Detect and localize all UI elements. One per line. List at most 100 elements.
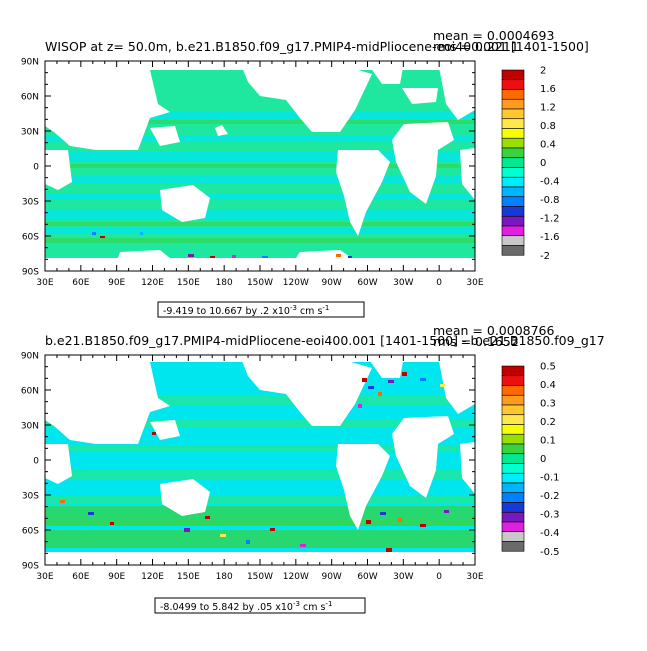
colorbar-swatch <box>501 235 525 246</box>
panel-1-lat-label: 60S <box>22 233 39 243</box>
panel-1-lat-label: 30S <box>22 198 39 208</box>
panel-2-map <box>44 354 476 566</box>
panel-2-lon-label: 60W <box>357 572 377 582</box>
panel-2-lon-labels: 30E 60E 90E 120E 150E 180 150W 120W 90W 60W 30W 0 30… <box>36 572 483 582</box>
panel-2-lon-label: 150E <box>177 572 200 582</box>
colorbar-label: -0.4 <box>540 528 560 539</box>
panel-2-lat-label: 90N <box>21 352 39 362</box>
colorbar-label: -0.4 <box>540 177 560 188</box>
colorbar-swatch <box>501 531 525 542</box>
panel-1-lon-label: 30E <box>36 278 53 288</box>
colorbar-swatch <box>501 424 525 435</box>
panel-2-lon-label: 60E <box>72 572 89 582</box>
colorbar-swatch <box>501 206 525 217</box>
colorbar-swatch <box>501 521 525 533</box>
colorbar-swatch <box>501 453 525 464</box>
panel-2: b.e21.B1850.f09_g17.PMIP4-midPliocene-eo… <box>21 323 605 614</box>
svg-text:-9.419 to 10.667 by .2 x10-3 c: -9.419 to 10.667 by .2 x10-3 cm s-1 <box>163 304 329 317</box>
panel-2-lat-label: 0 <box>33 457 39 467</box>
colorbar-label: 0.2 <box>540 417 556 428</box>
colorbar-swatch <box>501 196 525 207</box>
panel-2-rms: rms = 0.1652 <box>433 334 519 349</box>
panel-1-range-uexp: -1 <box>322 304 329 312</box>
panel-1-title: WISOP at z= 50.0m, b.e21.B1850.f09_g17.P… <box>45 39 589 54</box>
panel-2-lon-label: 90W <box>321 572 341 582</box>
colorbar-swatch <box>501 414 525 425</box>
panel-2-lon-label: 90E <box>108 572 125 582</box>
colorbar-swatch <box>501 433 525 445</box>
colorbar-swatch <box>501 472 525 484</box>
panel-2-lon-label: 120E <box>141 572 164 582</box>
colorbar-swatch <box>501 463 525 474</box>
colorbar-swatch <box>501 245 525 256</box>
panel-1-range-box: -9.419 to 10.667 by .2 x10-3 cm s-1 <box>157 301 365 318</box>
panel-1-mean: mean = 0.0004693 <box>433 28 554 43</box>
panel-1-lon-label: 90E <box>108 278 125 288</box>
colorbar-label: 0.1 <box>540 436 556 447</box>
panel-2-mean: mean = 0.0008766 <box>433 323 555 338</box>
panel-2-lat-label: 90S <box>22 562 39 572</box>
panel-2-lat-label: 30S <box>22 492 39 502</box>
colorbar-label: 0.5 <box>540 362 556 373</box>
panel-1-rms: rms = 0.2211 <box>433 39 519 54</box>
colorbar-swatch <box>501 394 525 406</box>
panel-2-lat-label: 60N <box>21 387 39 397</box>
panel-1-lon-labels: 30E 60E 90E 120E 150E 180 150W 120W 90W 60W 30W 0 30… <box>36 278 483 288</box>
panel-2-lat-label: 30N <box>21 422 39 432</box>
panel-1-lon-label: 90W <box>321 278 341 288</box>
panel-1-range-text: -9.419 to 10.667 by .2 x10 <box>163 306 290 317</box>
panel-2-lon-label: 150W <box>247 572 273 582</box>
colorbar-label: 0.4 <box>540 380 556 391</box>
colorbar-label: -0.1 <box>540 473 560 484</box>
colorbar-swatch <box>501 89 525 100</box>
panel-2-lon-label: 120W <box>283 572 309 582</box>
colorbar-swatch <box>501 482 525 494</box>
colorbar-label: -0.2 <box>540 491 560 502</box>
colorbar-swatch <box>501 128 525 139</box>
panel-2-lon-label: 180 <box>216 572 233 582</box>
panel-1-range-exp: -3 <box>290 304 297 312</box>
panel-1-lon-label: 30W <box>393 278 413 288</box>
colorbar-swatch <box>501 541 525 552</box>
panel-1-lon-label: 60E <box>72 278 89 288</box>
panel-2-lat-label: 60S <box>22 527 39 537</box>
colorbar-swatch <box>501 147 525 159</box>
colorbar-swatch <box>501 443 525 455</box>
colorbar-swatch <box>501 176 525 188</box>
colorbar-swatch <box>501 79 525 90</box>
colorbar-swatch <box>501 69 525 81</box>
colorbar-swatch <box>501 404 525 416</box>
panel-1-lat-label: 90N <box>21 58 39 68</box>
panel-2-ticks <box>44 354 476 566</box>
panel-1-lon-label: 120W <box>283 278 309 288</box>
panel-1-ticks <box>44 60 476 272</box>
panel-1-lon-label: 150E <box>177 278 200 288</box>
svg-text:-8.0499 to 5.842 by .05 x10-3: -8.0499 to 5.842 by .05 x10-3 cm s-1 <box>160 600 332 613</box>
colorbar-label: 0.3 <box>540 399 556 410</box>
colorbar-label: -2 <box>540 251 550 262</box>
colorbar-swatch <box>501 502 525 513</box>
colorbar-label: -0.5 <box>540 547 560 558</box>
panel-1-lon-label: 60W <box>357 278 377 288</box>
colorbar-label: -0.3 <box>540 510 560 521</box>
panel-2-range-uexp: -1 <box>325 600 332 608</box>
colorbar-label: 1.6 <box>540 84 556 95</box>
colorbar-label: 0.8 <box>540 121 556 132</box>
panel-1-lat-label: 30N <box>21 128 39 138</box>
colorbar-label: 0 <box>540 158 546 169</box>
panel-1-lon-label: 120E <box>141 278 164 288</box>
colorbar-label: 1.2 <box>540 103 556 114</box>
panel-2-lat-labels: 90N 60N 30N 0 30S 60S 90S <box>21 352 39 572</box>
panel-2-lon-label: 30E <box>466 572 483 582</box>
colorbar-swatch <box>501 365 525 377</box>
colorbar-label: -0.8 <box>540 195 560 206</box>
colorbar-swatch <box>501 137 525 149</box>
colorbar-label: 2 <box>540 66 546 77</box>
panel-1-lat-label: 90S <box>22 268 39 278</box>
panel-1-lon-label: 180 <box>216 278 233 288</box>
panel-2-range-box: -8.0499 to 5.842 by .05 x10-3 cm s-1 <box>154 597 366 614</box>
panel-2-lon-label: 30W <box>393 572 413 582</box>
colorbar-swatch <box>501 492 525 503</box>
panel-1: WISOP at z= 50.0m, b.e21.B1850.f09_g17.P… <box>21 28 589 318</box>
